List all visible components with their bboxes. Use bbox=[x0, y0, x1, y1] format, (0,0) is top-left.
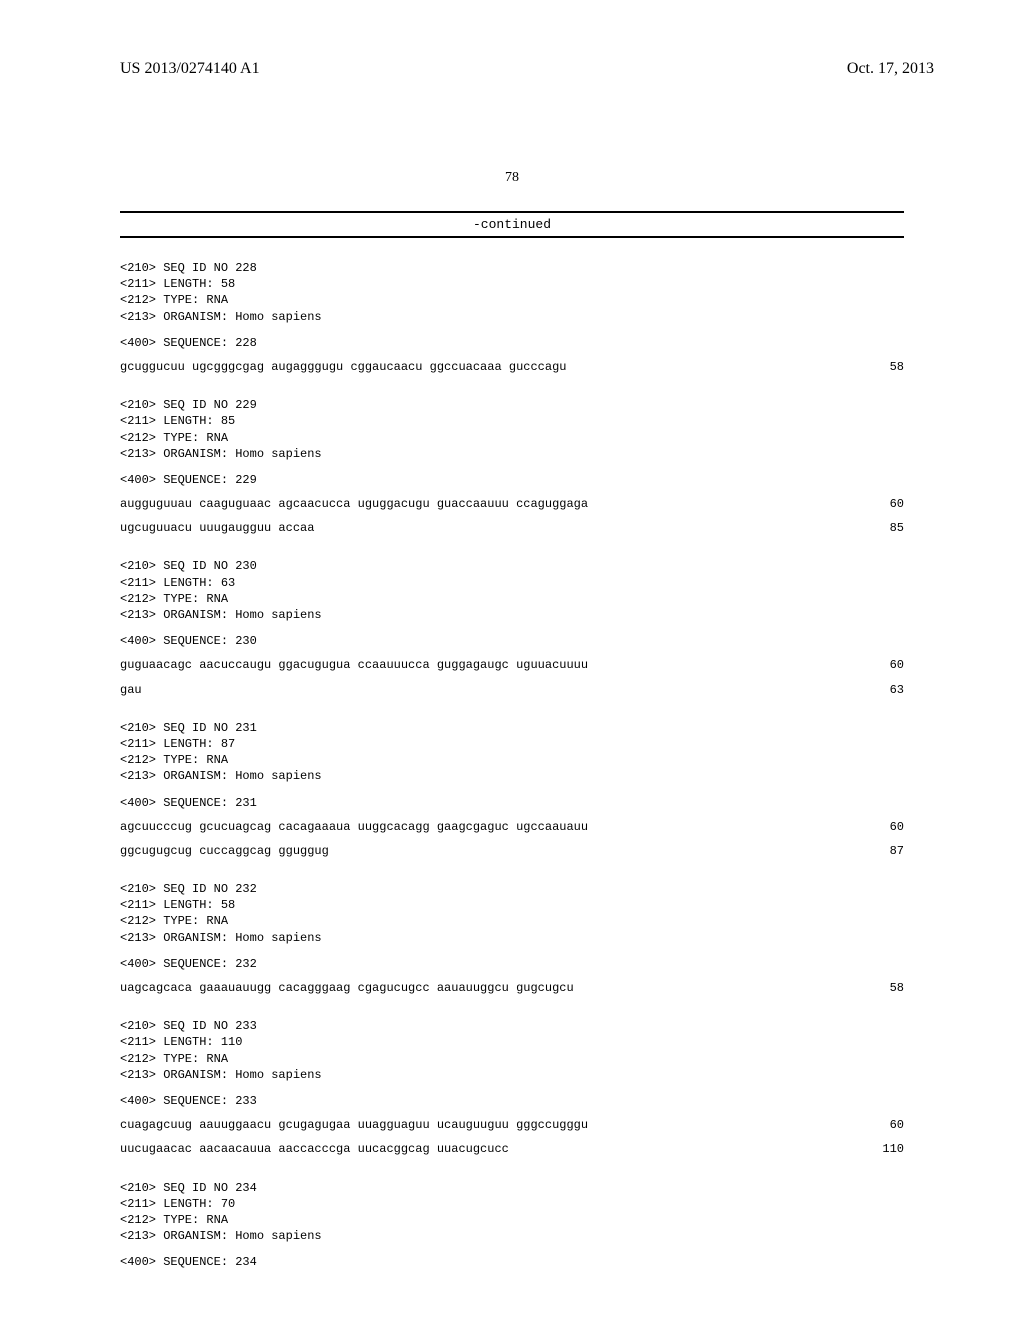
sequence-meta: <210> SEQ ID NO 229<211> LENGTH: 85<212>… bbox=[120, 397, 904, 462]
sequence-label: <400> SEQUENCE: 230 bbox=[120, 633, 904, 649]
sequence-label: <400> SEQUENCE: 234 bbox=[120, 1254, 904, 1270]
sequence-text: gcuggucuu ugcgggcgag augagggugu cggaucaa… bbox=[120, 359, 566, 375]
sequence-line: cuagagcuug aauuggaacu gcugagugaa uuaggua… bbox=[120, 1117, 904, 1133]
sequence-meta-line: <211> LENGTH: 58 bbox=[120, 276, 904, 292]
sequence-block: <210> SEQ ID NO 230<211> LENGTH: 63<212>… bbox=[120, 558, 904, 697]
sequence-meta-line: <212> TYPE: RNA bbox=[120, 1051, 904, 1067]
sequence-meta-line: <212> TYPE: RNA bbox=[120, 913, 904, 929]
sequence-meta-line: <212> TYPE: RNA bbox=[120, 1212, 904, 1228]
sequence-position: 87 bbox=[824, 843, 904, 859]
sequence-position: 58 bbox=[824, 359, 904, 375]
sequence-meta-line: <210> SEQ ID NO 228 bbox=[120, 260, 904, 276]
sequence-block: <210> SEQ ID NO 232<211> LENGTH: 58<212>… bbox=[120, 881, 904, 996]
sequence-position: 110 bbox=[824, 1141, 904, 1157]
sequence-position: 60 bbox=[824, 1117, 904, 1133]
sequences-container: <210> SEQ ID NO 228<211> LENGTH: 58<212>… bbox=[0, 260, 1024, 1270]
sequence-block: <210> SEQ ID NO 233<211> LENGTH: 110<212… bbox=[120, 1018, 904, 1157]
sequence-meta-line: <212> TYPE: RNA bbox=[120, 591, 904, 607]
sequence-label: <400> SEQUENCE: 231 bbox=[120, 795, 904, 811]
sequence-position: 60 bbox=[824, 496, 904, 512]
continued-section: -continued bbox=[120, 211, 904, 238]
sequence-meta-line: <212> TYPE: RNA bbox=[120, 752, 904, 768]
sequence-meta: <210> SEQ ID NO 234<211> LENGTH: 70<212>… bbox=[120, 1180, 904, 1245]
sequence-meta-line: <213> ORGANISM: Homo sapiens bbox=[120, 1228, 904, 1244]
publication-date: Oct. 17, 2013 bbox=[847, 60, 934, 78]
sequence-label: <400> SEQUENCE: 229 bbox=[120, 472, 904, 488]
sequence-position: 63 bbox=[824, 682, 904, 698]
sequence-line: agcuucccug gcucuagcag cacagaaaua uuggcac… bbox=[120, 819, 904, 835]
sequence-block: <210> SEQ ID NO 231<211> LENGTH: 87<212>… bbox=[120, 720, 904, 859]
continued-label: -continued bbox=[120, 217, 904, 232]
publication-number: US 2013/0274140 A1 bbox=[120, 60, 260, 78]
sequence-position: 60 bbox=[824, 819, 904, 835]
sequence-text: cuagagcuug aauuggaacu gcugagugaa uuaggua… bbox=[120, 1117, 588, 1133]
sequence-line: gau 63 bbox=[120, 682, 904, 698]
sequence-meta-line: <212> TYPE: RNA bbox=[120, 292, 904, 308]
page-number: 78 bbox=[0, 170, 1024, 186]
sequence-text: ggcugugcug cuccaggcag gguggug bbox=[120, 843, 329, 859]
sequence-text: uagcagcaca gaaauauugg cacagggaag cgagucu… bbox=[120, 980, 574, 996]
sequence-meta: <210> SEQ ID NO 228<211> LENGTH: 58<212>… bbox=[120, 260, 904, 325]
sequence-line: uagcagcaca gaaauauugg cacagggaag cgagucu… bbox=[120, 980, 904, 996]
sequence-position: 85 bbox=[824, 520, 904, 536]
sequence-meta-line: <213> ORGANISM: Homo sapiens bbox=[120, 768, 904, 784]
sequence-line: augguguuau caaguguaac agcaacucca uguggac… bbox=[120, 496, 904, 512]
page-header: US 2013/0274140 A1 Oct. 17, 2013 bbox=[0, 0, 1024, 150]
sequence-text: gau bbox=[120, 682, 142, 698]
sequence-line: ggcugugcug cuccaggcag gguggug 87 bbox=[120, 843, 904, 859]
sequence-meta-line: <213> ORGANISM: Homo sapiens bbox=[120, 446, 904, 462]
sequence-meta-line: <210> SEQ ID NO 230 bbox=[120, 558, 904, 574]
sequence-meta-line: <211> LENGTH: 70 bbox=[120, 1196, 904, 1212]
sequence-block: <210> SEQ ID NO 228<211> LENGTH: 58<212>… bbox=[120, 260, 904, 375]
rule-top bbox=[120, 211, 904, 213]
sequence-block: <210> SEQ ID NO 234<211> LENGTH: 70<212>… bbox=[120, 1180, 904, 1271]
sequence-position: 60 bbox=[824, 657, 904, 673]
sequence-meta: <210> SEQ ID NO 233<211> LENGTH: 110<212… bbox=[120, 1018, 904, 1083]
sequence-line: uucugaacac aacaacauua aaccacccga uucacgg… bbox=[120, 1141, 904, 1157]
sequence-meta-line: <211> LENGTH: 85 bbox=[120, 413, 904, 429]
sequence-meta-line: <211> LENGTH: 110 bbox=[120, 1034, 904, 1050]
sequence-meta: <210> SEQ ID NO 231<211> LENGTH: 87<212>… bbox=[120, 720, 904, 785]
sequence-meta-line: <210> SEQ ID NO 231 bbox=[120, 720, 904, 736]
sequence-text: augguguuau caaguguaac agcaacucca uguggac… bbox=[120, 496, 588, 512]
sequence-meta-line: <212> TYPE: RNA bbox=[120, 430, 904, 446]
sequence-meta-line: <213> ORGANISM: Homo sapiens bbox=[120, 309, 904, 325]
sequence-position: 58 bbox=[824, 980, 904, 996]
sequence-meta-line: <211> LENGTH: 87 bbox=[120, 736, 904, 752]
sequence-label: <400> SEQUENCE: 228 bbox=[120, 335, 904, 351]
sequence-text: uucugaacac aacaacauua aaccacccga uucacgg… bbox=[120, 1141, 509, 1157]
sequence-meta-line: <211> LENGTH: 63 bbox=[120, 575, 904, 591]
sequence-label: <400> SEQUENCE: 232 bbox=[120, 956, 904, 972]
rule-bottom bbox=[120, 236, 904, 238]
sequence-meta-line: <210> SEQ ID NO 234 bbox=[120, 1180, 904, 1196]
sequence-meta: <210> SEQ ID NO 230<211> LENGTH: 63<212>… bbox=[120, 558, 904, 623]
sequence-text: ugcuguuacu uuugaugguu accaa bbox=[120, 520, 314, 536]
sequence-line: guguaacagc aacuccaugu ggacugugua ccaauuu… bbox=[120, 657, 904, 673]
sequence-meta-line: <211> LENGTH: 58 bbox=[120, 897, 904, 913]
sequence-meta-line: <213> ORGANISM: Homo sapiens bbox=[120, 607, 904, 623]
sequence-line: ugcuguuacu uuugaugguu accaa 85 bbox=[120, 520, 904, 536]
sequence-meta-line: <210> SEQ ID NO 233 bbox=[120, 1018, 904, 1034]
sequence-label: <400> SEQUENCE: 233 bbox=[120, 1093, 904, 1109]
sequence-line: gcuggucuu ugcgggcgag augagggugu cggaucaa… bbox=[120, 359, 904, 375]
sequence-text: guguaacagc aacuccaugu ggacugugua ccaauuu… bbox=[120, 657, 588, 673]
sequence-meta-line: <210> SEQ ID NO 229 bbox=[120, 397, 904, 413]
sequence-meta: <210> SEQ ID NO 232<211> LENGTH: 58<212>… bbox=[120, 881, 904, 946]
sequence-meta-line: <213> ORGANISM: Homo sapiens bbox=[120, 930, 904, 946]
sequence-meta-line: <210> SEQ ID NO 232 bbox=[120, 881, 904, 897]
sequence-meta-line: <213> ORGANISM: Homo sapiens bbox=[120, 1067, 904, 1083]
sequence-block: <210> SEQ ID NO 229<211> LENGTH: 85<212>… bbox=[120, 397, 904, 536]
sequence-text: agcuucccug gcucuagcag cacagaaaua uuggcac… bbox=[120, 819, 588, 835]
